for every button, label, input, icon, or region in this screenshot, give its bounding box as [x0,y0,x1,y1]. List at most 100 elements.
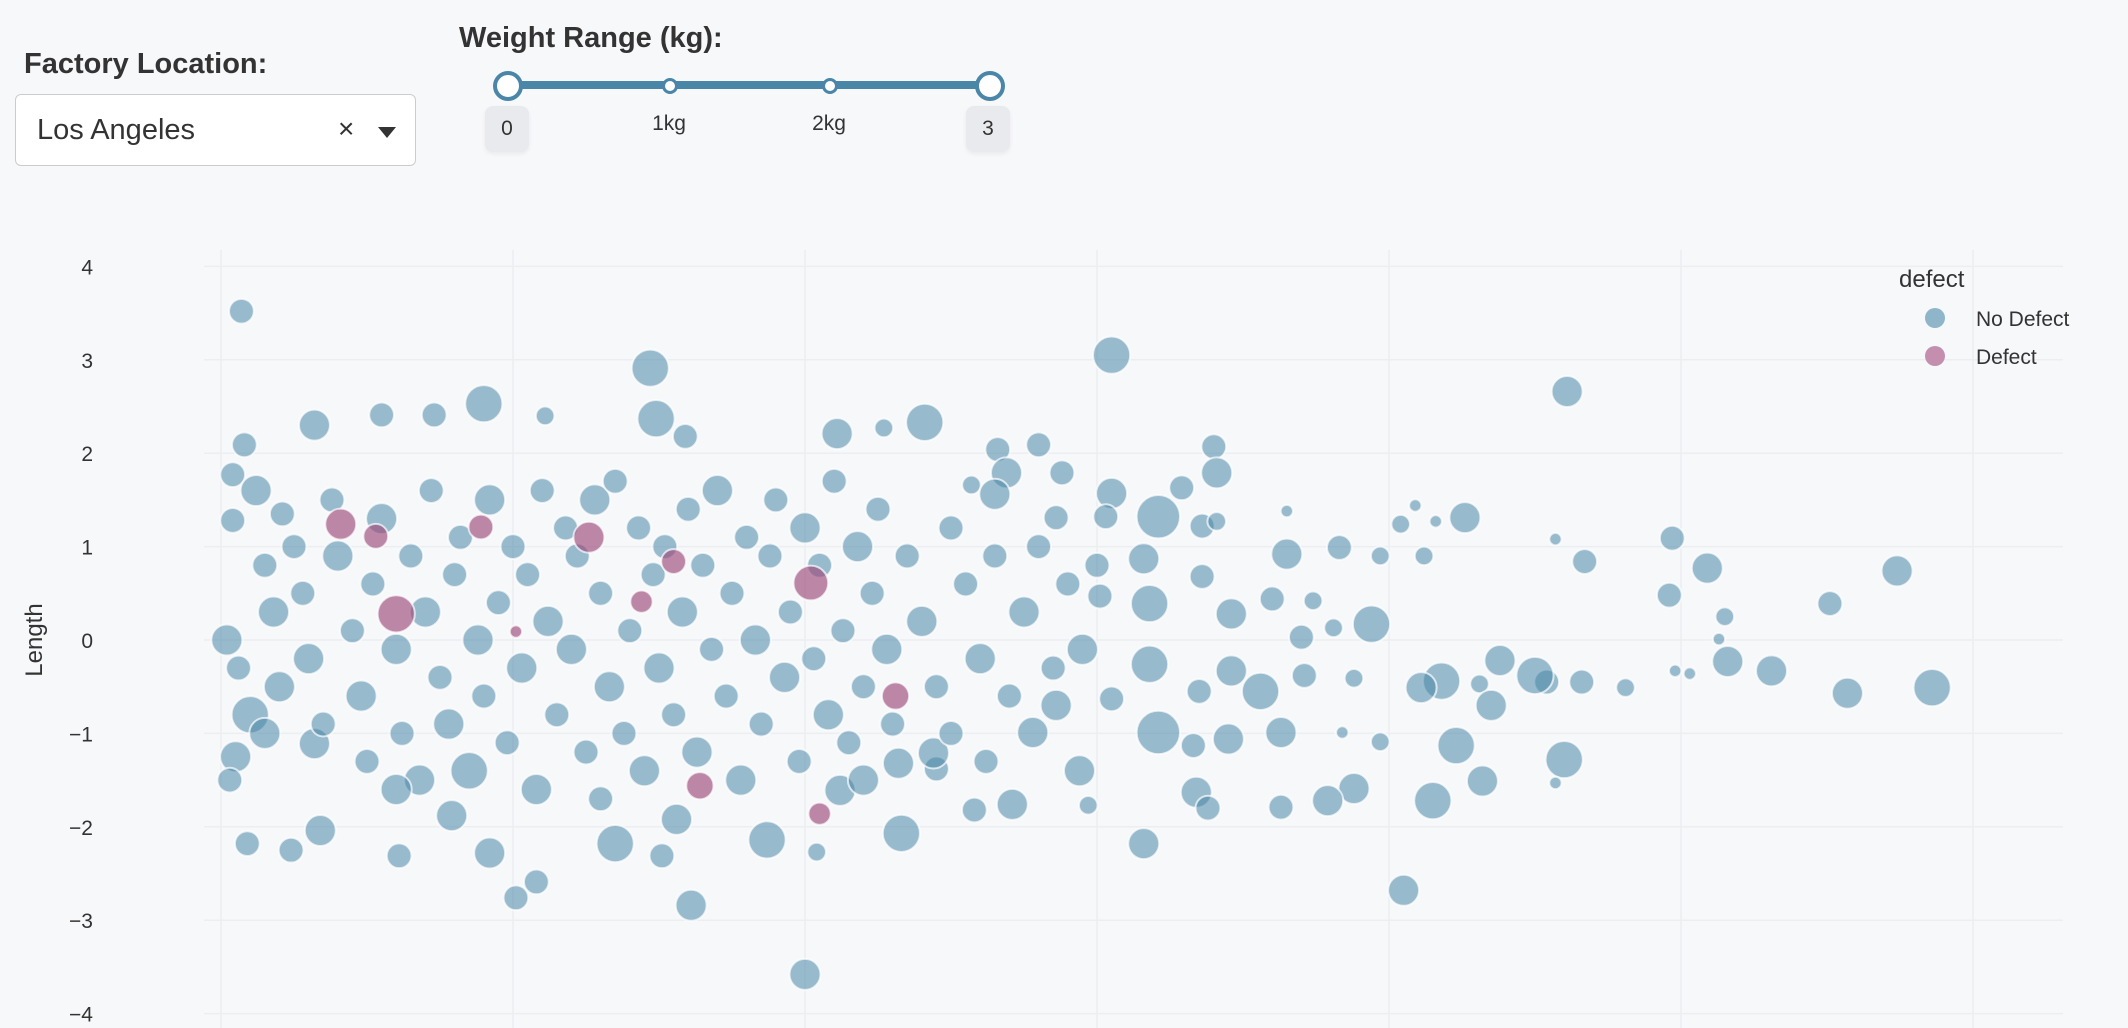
data-point-no-defect[interactable] [257,595,291,629]
data-point-no-defect[interactable] [297,408,331,442]
data-point-no-defect[interactable] [747,820,787,860]
data-point-defect[interactable] [324,507,358,541]
data-point-no-defect[interactable] [441,561,469,589]
data-point-no-defect[interactable] [1816,590,1844,617]
data-point-no-defect[interactable] [461,623,495,657]
data-point-no-defect[interactable] [636,399,676,439]
data-point-no-defect[interactable] [359,570,387,598]
data-point-no-defect[interactable] [219,507,247,534]
data-point-no-defect[interactable] [262,670,296,704]
data-point-no-defect[interactable] [268,500,296,528]
data-point-no-defect[interactable] [1270,537,1304,571]
data-point-no-defect[interactable] [1214,597,1248,631]
data-point-no-defect[interactable] [916,736,950,770]
data-point-no-defect[interactable] [353,748,381,775]
data-point-no-defect[interactable] [368,401,396,429]
data-point-no-defect[interactable] [1135,709,1182,756]
data-point-no-defect[interactable] [1279,503,1295,519]
data-point-no-defect[interactable] [1129,583,1170,624]
data-point-defect[interactable] [508,624,524,639]
data-point-no-defect[interactable] [514,561,541,589]
data-point-no-defect[interactable] [251,551,279,579]
slider-handle-min[interactable] [493,71,523,101]
data-point-no-defect[interactable] [397,542,425,570]
data-point-no-defect[interactable] [1264,715,1298,749]
data-point-no-defect[interactable] [1912,668,1952,708]
data-point-no-defect[interactable] [639,561,667,589]
data-point-no-defect[interactable] [543,701,571,729]
data-point-no-defect[interactable] [435,799,469,833]
data-point-no-defect[interactable] [996,682,1023,710]
data-point-no-defect[interactable] [1290,662,1318,689]
data-point-no-defect[interactable] [210,623,244,657]
data-point-no-defect[interactable] [1025,431,1052,459]
data-point-no-defect[interactable] [1168,474,1196,502]
slider-handle-max[interactable] [975,71,1005,101]
data-point-no-defect[interactable] [519,772,553,806]
data-point-no-defect[interactable] [1206,511,1228,532]
data-point-defect[interactable] [362,522,390,550]
data-point-no-defect[interactable] [610,720,638,747]
data-point-no-defect[interactable] [321,539,355,573]
data-point-no-defect[interactable] [981,542,1009,570]
data-point-no-defect[interactable] [1267,793,1295,821]
data-point-no-defect[interactable] [1369,731,1391,753]
data-point-no-defect[interactable] [531,604,565,638]
data-point-no-defect[interactable] [660,802,694,836]
data-point-no-defect[interactable] [587,785,614,813]
data-point-no-defect[interactable] [712,682,740,710]
data-point-no-defect[interactable] [1185,677,1213,705]
data-point-no-defect[interactable] [850,673,877,701]
data-point-no-defect[interactable] [747,710,775,738]
data-point-no-defect[interactable] [829,617,857,645]
data-point-no-defect[interactable] [225,654,252,682]
data-point-no-defect[interactable] [1690,551,1724,585]
data-point-no-defect[interactable] [572,738,600,766]
data-point-no-defect[interactable] [978,477,1012,511]
data-point-no-defect[interactable] [587,579,614,607]
data-point-no-defect[interactable] [846,763,880,797]
data-point-no-defect[interactable] [1568,668,1596,696]
data-point-no-defect[interactable] [625,514,652,542]
legend[interactable]: defect No Defect Defect [1899,266,2070,369]
data-point-no-defect[interactable] [595,824,635,864]
data-point-no-defect[interactable] [239,474,273,508]
data-point-no-defect[interactable] [756,542,784,570]
caret-down-icon[interactable] [378,127,396,138]
data-point-no-defect[interactable] [680,735,714,769]
data-point-no-defect[interactable] [528,477,556,504]
data-point-no-defect[interactable] [841,530,875,564]
data-point-no-defect[interactable] [1288,623,1315,651]
data-point-no-defect[interactable] [219,461,247,489]
weight-range-slider[interactable]: 1kg 2kg 0 3 [485,60,1010,160]
data-point-no-defect[interactable] [1483,644,1517,678]
data-point-no-defect[interactable] [1408,498,1423,513]
data-point-defect[interactable] [807,801,832,826]
data-point-no-defect[interactable] [811,698,845,732]
data-point-no-defect[interactable] [449,751,489,791]
legend-marker-defect[interactable] [1925,346,1945,366]
data-point-no-defect[interactable] [230,431,258,459]
data-point-no-defect[interactable] [1448,501,1482,535]
data-point-no-defect[interactable] [937,720,965,747]
data-point-no-defect[interactable] [788,511,822,545]
data-point-no-defect[interactable] [1016,715,1050,749]
data-point-no-defect[interactable] [1387,873,1421,907]
data-point-no-defect[interactable] [379,632,413,666]
data-point-no-defect[interactable] [806,841,827,863]
data-point-no-defect[interactable] [820,467,848,495]
data-point-no-defect[interactable] [1214,654,1248,688]
legend-marker-no-defect[interactable] [1925,308,1945,328]
data-point-no-defect[interactable] [1092,503,1120,531]
data-point-no-defect[interactable] [1054,570,1082,598]
data-point-no-defect[interactable] [420,401,448,429]
data-point-defect[interactable] [629,589,654,614]
data-point-no-defect[interactable] [554,632,588,666]
data-point-no-defect[interactable] [473,483,507,517]
data-point-no-defect[interactable] [502,884,530,912]
data-point-no-defect[interactable] [881,746,915,780]
data-point-no-defect[interactable] [995,787,1029,821]
data-point-no-defect[interactable] [1755,654,1789,688]
data-point-no-defect[interactable] [733,523,760,551]
data-point-no-defect[interactable] [1711,644,1745,678]
